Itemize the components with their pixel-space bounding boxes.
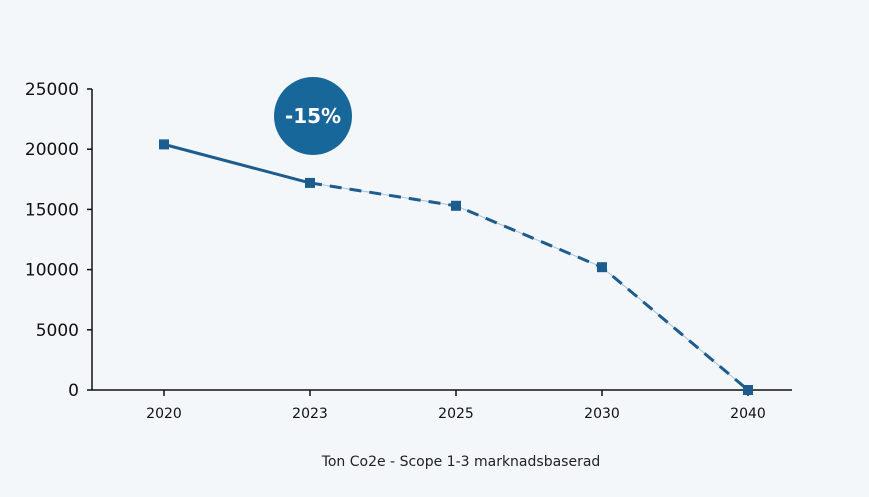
x-tick-label-2023: 2023 <box>292 406 328 422</box>
y-tick-label-15000: 15000 <box>25 200 79 220</box>
y-tick-label-20000: 20000 <box>25 140 79 160</box>
annotation: -15% <box>274 77 352 155</box>
y-tick-label-0: 0 <box>68 381 79 401</box>
annotation-badge-text: -15% <box>285 104 341 128</box>
x-axis-label: Ton Co2e - Scope 1-3 marknadsbaserad <box>321 454 601 470</box>
y-tick-label-5000: 5000 <box>36 321 79 341</box>
data-point-2040 <box>743 385 753 395</box>
series-emissions <box>159 139 753 395</box>
y-tick-label-25000: 25000 <box>25 80 79 100</box>
data-point-2030 <box>597 262 607 273</box>
y-tick-label-10000: 10000 <box>25 261 79 281</box>
x-tick-label-2040: 2040 <box>730 406 766 422</box>
annotation-badge <box>274 77 352 155</box>
series-segment-dashed <box>309 181 749 392</box>
x-tick-label-2030: 2030 <box>584 406 620 422</box>
data-point-2020 <box>159 139 169 150</box>
axes: 0 5000 10000 15000 20000 25000 2020 2023 2025 203… <box>25 80 792 422</box>
data-point-2023 <box>305 177 315 188</box>
series-thin-line <box>163 143 749 391</box>
x-tick-label-2020: 2020 <box>146 406 182 422</box>
data-point-2025 <box>451 200 461 211</box>
x-tick-label-2025: 2025 <box>438 406 474 422</box>
series-segment-solid <box>163 142 311 185</box>
